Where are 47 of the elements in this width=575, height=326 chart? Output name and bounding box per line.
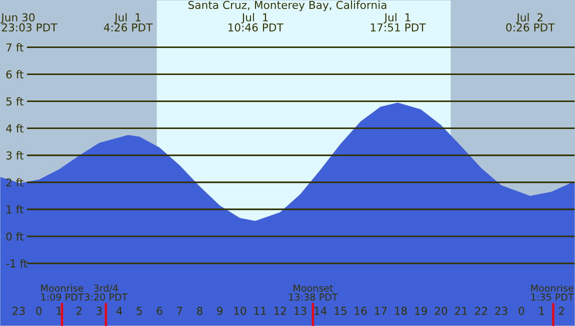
x-tick-label: 23 xyxy=(495,306,508,315)
y-tick-label: -1 ft xyxy=(6,259,28,268)
y-tick-label: 6 ft xyxy=(6,70,24,79)
x-tick-label: 8 xyxy=(196,306,202,315)
x-tick-label: 12 xyxy=(274,306,286,315)
x-tick-label: 22 xyxy=(475,306,487,315)
x-tick-label: 10 xyxy=(234,306,246,315)
x-tick-label: 6 xyxy=(156,306,162,315)
annotation: Jul 1 10:46 PDT xyxy=(228,13,284,32)
x-tick-label: 11 xyxy=(254,306,266,315)
x-tick-label: 7 xyxy=(177,306,182,315)
annotation: Jul 2 0:26 PDT xyxy=(506,13,555,32)
y-tick-label: 5 ft xyxy=(6,97,24,106)
ref-line-label: 3rd/4 3:20 PDT xyxy=(84,284,128,301)
x-tick-label: 1 xyxy=(56,306,62,315)
annotation: Jul 1 17:51 PDT xyxy=(370,13,426,32)
x-tick-label: 17 xyxy=(374,306,387,315)
x-tick-label: 20 xyxy=(434,306,448,315)
x-tick-label: 19 xyxy=(415,306,427,315)
x-tick-label: 3 xyxy=(96,306,102,315)
x-tick-label: 16 xyxy=(354,306,367,315)
y-tick-label: 4 ft xyxy=(6,124,24,132)
y-tick-label: 7 ft xyxy=(6,43,24,52)
ref-line-label: Moonset 13:38 PDT xyxy=(289,284,338,301)
ref-line-label: Moonrise 1:35 PDT xyxy=(531,284,574,301)
x-tick-label: 15 xyxy=(334,306,346,315)
y-tick-label: 0 ft xyxy=(6,232,24,241)
x-tick-label: 23 xyxy=(12,306,25,315)
x-tick-label: 14 xyxy=(314,306,327,315)
annotation: Jul 1 4:26 PDT xyxy=(104,13,153,32)
ref-line-label: Moonrise 1:09 PDT xyxy=(41,284,84,301)
x-tick-label: 18 xyxy=(395,306,407,315)
annotation: Jun 30 23:03 PDT xyxy=(0,13,58,32)
x-tick-label: 5 xyxy=(136,306,142,315)
x-tick-label: 21 xyxy=(454,306,467,315)
x-tick-label: 2 xyxy=(558,306,564,315)
x-tick-label: 1 xyxy=(539,306,544,315)
x-tick-label: 9 xyxy=(217,306,222,315)
y-tick-label: 3 ft xyxy=(6,151,24,160)
x-tick-label: 13 xyxy=(294,306,306,315)
chart-title: Santa Cruz, Monterey Bay, California xyxy=(188,0,386,12)
x-tick-label: 2 xyxy=(76,306,82,315)
x-tick-label: 0 xyxy=(36,306,42,315)
x-tick-label: 4 xyxy=(116,306,122,315)
y-tick-label: 2 ft xyxy=(6,178,24,186)
y-tick-label: 1 ft xyxy=(6,205,24,214)
x-tick-label: 0 xyxy=(518,306,524,315)
